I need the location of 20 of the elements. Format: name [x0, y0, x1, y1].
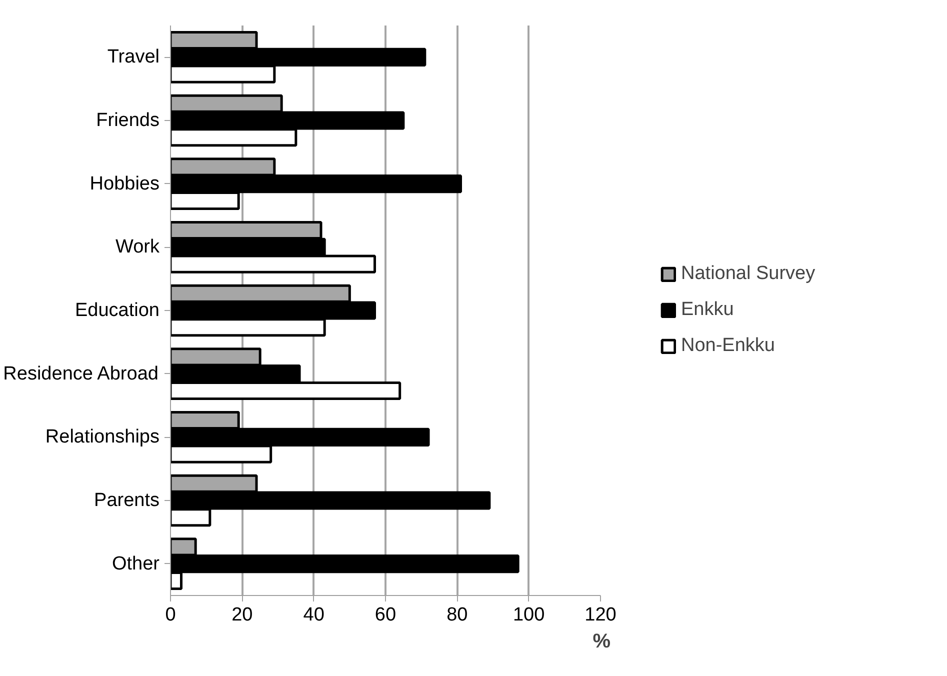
- x-axis-title: %: [592, 630, 611, 652]
- y-tick-label: Parents: [94, 490, 160, 511]
- x-tick-label: 20: [232, 604, 253, 626]
- y-tick-label: Friends: [96, 110, 160, 131]
- x-tick-label: 100: [512, 604, 545, 626]
- y-tick-label: Travel: [107, 46, 160, 68]
- y-tick-label: Hobbies: [90, 173, 160, 194]
- x-tick-label: 0: [165, 604, 176, 626]
- y-tick-label: Relationships: [45, 426, 160, 448]
- x-tick-label: 80: [446, 604, 468, 626]
- x-tick-label: 40: [303, 604, 324, 626]
- y-tick-label: Residence Abroad: [3, 363, 158, 384]
- legend-label: National Survey: [681, 263, 816, 285]
- x-tick-label: 60: [374, 604, 396, 626]
- y-tick-label: Other: [112, 553, 160, 574]
- x-tick-label: 120: [584, 604, 616, 626]
- legend-label: Enkku: [681, 299, 734, 321]
- y-tick-label: Education: [74, 300, 160, 321]
- legend-label: Non-Enkku: [681, 335, 775, 357]
- y-tick-label: Work: [116, 236, 160, 258]
